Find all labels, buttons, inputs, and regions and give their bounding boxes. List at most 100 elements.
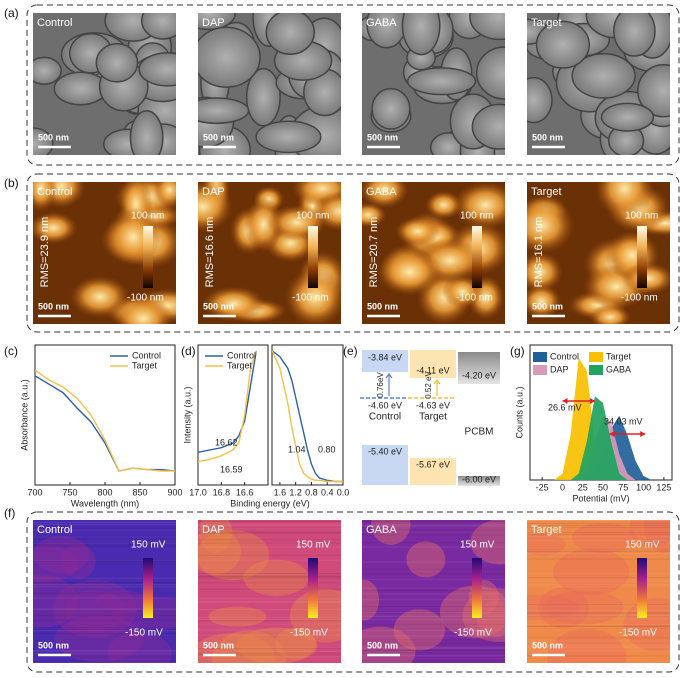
scan-line [33,608,176,610]
grain [600,102,655,132]
kpfm-patch [208,606,267,627]
cbm-level [362,350,408,372]
scan-line [362,660,505,662]
color-bar [637,558,647,618]
kpfm-patch [107,631,172,663]
kpfm-patch [243,559,309,596]
offset-label: 0.52 eV [424,371,433,399]
scan-line [33,527,176,529]
annotation: 34.03 mV [604,416,643,426]
afm-grain [394,217,441,246]
x-tick-label: 850 [132,487,147,497]
color-bar-min: -100 nm [456,293,493,304]
plot-frame [197,344,269,486]
grain [198,26,261,88]
afm-grain [527,197,575,254]
scan-line [33,529,176,531]
kpfm-patch [644,520,670,553]
scan-line [198,559,341,561]
color-bar-min: -100 nm [127,293,164,304]
x-axis-label: Binding energy (eV) [230,498,310,508]
scan-line [527,540,670,542]
scan-line [362,534,505,536]
scan-line [198,601,341,603]
image [527,13,670,155]
offset-arrow [433,379,441,396]
afm-grain [589,304,631,324]
scan-line [33,536,176,538]
scan-line [33,662,176,663]
image-label: GABA [366,524,397,536]
scan-line [527,637,670,639]
afm-grain [621,262,670,295]
kpfm-patch [527,533,566,556]
kpfm-patch [94,590,152,612]
image-label: GABA [366,17,397,29]
scan-line [362,630,505,632]
rms-label: RMS=20.7 nm [368,217,380,288]
grain [265,13,315,56]
kpfm-patch [33,535,90,574]
scan-line [362,635,505,637]
panel-label: (e) [343,344,358,358]
plot-area [35,369,175,472]
scan-line [362,642,505,644]
scan-line [198,577,341,579]
afm-grain [527,283,562,319]
scan-line [362,568,505,570]
scan-line [33,614,176,616]
scan-line [362,611,505,613]
scan-line [527,640,670,642]
grain [406,67,477,96]
cbm-level [458,352,500,384]
kpfm-patch [64,589,125,632]
afm-grain [527,251,563,293]
scan-line [33,639,176,641]
scan-line [527,605,670,607]
kpfm-patch [547,628,627,663]
rms-label: RMS=23.9 nm [39,217,51,288]
color-bar-max: 100 nm [131,211,164,222]
kpfm-patch [553,548,630,596]
scan-line [198,623,341,625]
color-bar-min: -150 mV [290,628,328,639]
x-tick-label: 700 [27,487,42,497]
legend-label: Target [132,360,158,370]
kpfm-patch [61,544,96,579]
scan-line [33,582,176,584]
color-bar-max: 150 mV [460,540,495,551]
scan-line [527,650,670,652]
x-tick-label: 100 [636,482,651,492]
image-label: DAP [202,524,225,536]
panel-frame [26,173,680,333]
scan-line [198,571,341,573]
scale-bar-label: 500 nm [203,132,234,142]
grain [371,87,411,130]
scan-line [198,527,341,529]
scan-line [362,644,505,646]
afm-grain [201,286,266,322]
grain [255,120,322,154]
grain [535,20,591,69]
scan-line [198,618,341,620]
scan-line [527,647,670,649]
afm-grain [244,196,284,253]
color-bar [308,226,318,288]
legend-swatch [533,352,547,362]
grain [637,64,670,118]
legend-label: Control [227,350,256,360]
x-tick-label: 750 [62,487,77,497]
grain [401,13,441,56]
afm-grain [33,182,57,212]
scan-line [527,532,670,534]
grain [245,67,281,127]
column-name: Control [369,412,401,423]
scan-line [527,655,670,657]
scan-line [362,531,505,533]
grain [471,103,505,150]
scan-line [198,656,341,658]
y-axis-label: Absorbance (a.u.) [19,379,29,451]
scan-line [198,524,341,526]
afm-grain [153,182,176,207]
x-tick-label: -25 [536,482,549,492]
